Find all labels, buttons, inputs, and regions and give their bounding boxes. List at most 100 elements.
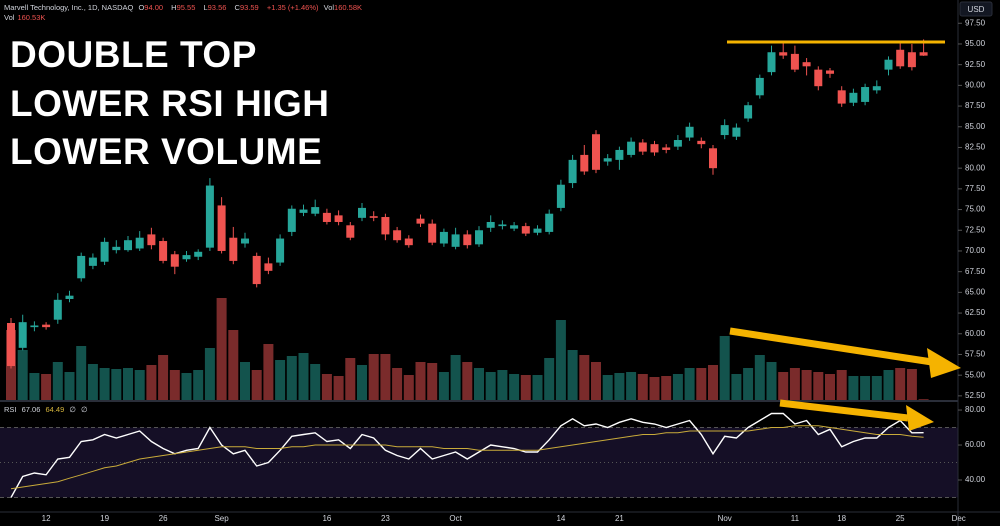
quote-label: O <box>138 3 145 12</box>
annotation: LOWER VOLUME <box>10 131 323 172</box>
volume-bar <box>649 377 660 400</box>
y-tick-label: 90.00 <box>965 80 986 89</box>
volume-bar <box>263 344 274 400</box>
volume-bar <box>310 364 321 400</box>
candle-body <box>486 221 495 228</box>
candle-body <box>697 140 706 145</box>
y-tick-label: 85.00 <box>965 122 986 131</box>
y-tick-label: 62.50 <box>965 308 986 317</box>
volume-bar <box>696 368 707 400</box>
y-tick-label: 40.00 <box>965 475 986 484</box>
volume-bar <box>719 336 730 400</box>
candle-body <box>510 225 519 229</box>
candle-body <box>404 238 413 246</box>
candle-body <box>147 234 156 246</box>
candle-body <box>358 207 366 218</box>
quote-label: C <box>234 3 240 12</box>
volume-bar <box>357 365 367 400</box>
candle-body <box>451 234 460 247</box>
annotation: LOWER RSI HIGH <box>10 83 330 124</box>
x-tick-label: 11 <box>791 514 800 523</box>
x-tick-label: 14 <box>556 514 565 523</box>
volume-bar <box>906 369 917 400</box>
volume-bar <box>275 360 286 400</box>
x-tick-label: 21 <box>615 514 624 523</box>
candle-body <box>861 87 870 102</box>
y-tick-label: 95.00 <box>965 39 986 48</box>
candle-body <box>322 212 331 222</box>
volume-bar <box>123 368 133 400</box>
y-tick-label: 92.50 <box>965 60 986 69</box>
volume-label: Vol <box>323 3 335 12</box>
candle-body <box>439 231 448 244</box>
x-tick-label: 26 <box>159 514 168 523</box>
y-tick-label: 72.50 <box>965 225 986 234</box>
volume-bar <box>591 362 601 400</box>
volume-bar <box>286 356 297 400</box>
quote: L93.56 <box>203 3 229 12</box>
y-tick-label: 75.00 <box>965 205 986 214</box>
arrow-line <box>729 327 933 366</box>
candle-body <box>884 59 893 70</box>
rsi-band <box>0 427 958 498</box>
volume-bar <box>111 369 122 400</box>
candle-body <box>346 225 355 238</box>
candle-body <box>241 238 249 244</box>
volume-bar <box>579 355 590 400</box>
volume-bar <box>427 363 438 400</box>
y-tick-label: 55.00 <box>965 370 986 379</box>
rsi-layer <box>10 412 924 498</box>
volume-bar <box>134 370 145 400</box>
volume-label: Vol <box>4 13 15 22</box>
volume-header: Vol 160.53K <box>4 13 48 22</box>
volume-bar <box>345 358 356 400</box>
candle-body <box>779 52 788 56</box>
axes: 52.50 55.00 57.50 60.00 62.50 65.00 67.50 70.00… <box>42 18 986 523</box>
candle-body <box>30 325 39 328</box>
arrow-head <box>906 405 934 431</box>
x-tick-label: 18 <box>837 514 846 523</box>
volume-bar <box>520 375 531 400</box>
volume-bar <box>825 374 835 400</box>
rsi-ma-value: 64.49 <box>45 405 65 414</box>
candle-body <box>229 237 238 261</box>
currency-label: USD <box>968 5 985 14</box>
candle-body <box>311 207 320 214</box>
x-tick-label: Oct <box>449 514 462 523</box>
candle-body <box>720 125 729 136</box>
candle-body <box>592 134 600 170</box>
rsi-background <box>0 427 958 498</box>
volume-bar <box>415 362 426 400</box>
candle-body <box>498 224 507 227</box>
y-tick-label: 80.00 <box>965 405 986 414</box>
candle-body <box>627 141 636 155</box>
candle-body <box>556 184 565 208</box>
x-tick-label: 25 <box>896 514 905 523</box>
volume-bar <box>672 374 683 400</box>
currency-box <box>959 1 993 17</box>
y-tick-label: 87.50 <box>965 101 986 110</box>
volume-bar <box>298 353 309 400</box>
volume-bar <box>474 368 484 400</box>
rsi-ma-line <box>10 425 924 490</box>
volume-bar <box>193 370 204 400</box>
volume-bar <box>76 346 87 400</box>
volume-bar <box>544 358 555 400</box>
volume-bar <box>509 374 520 400</box>
volume-bar <box>567 350 578 400</box>
rsi-header: RSI 67.06 64.49 ∅ ∅ <box>4 405 91 414</box>
y-tick-label: 60.00 <box>965 329 986 338</box>
candle-body <box>919 52 928 56</box>
volume-bar <box>871 376 882 400</box>
volume-bar <box>181 373 192 400</box>
quote-value: 93.56 <box>207 3 227 12</box>
candle-body <box>872 86 881 91</box>
candle-body <box>802 62 811 67</box>
annotation: DOUBLE TOP <box>10 34 257 75</box>
x-tick-label: 12 <box>42 514 51 523</box>
y-tick-label: 80.00 <box>965 163 986 172</box>
x-tick-label: 16 <box>322 514 331 523</box>
candle-body <box>393 230 402 241</box>
volume-bar <box>485 372 496 400</box>
